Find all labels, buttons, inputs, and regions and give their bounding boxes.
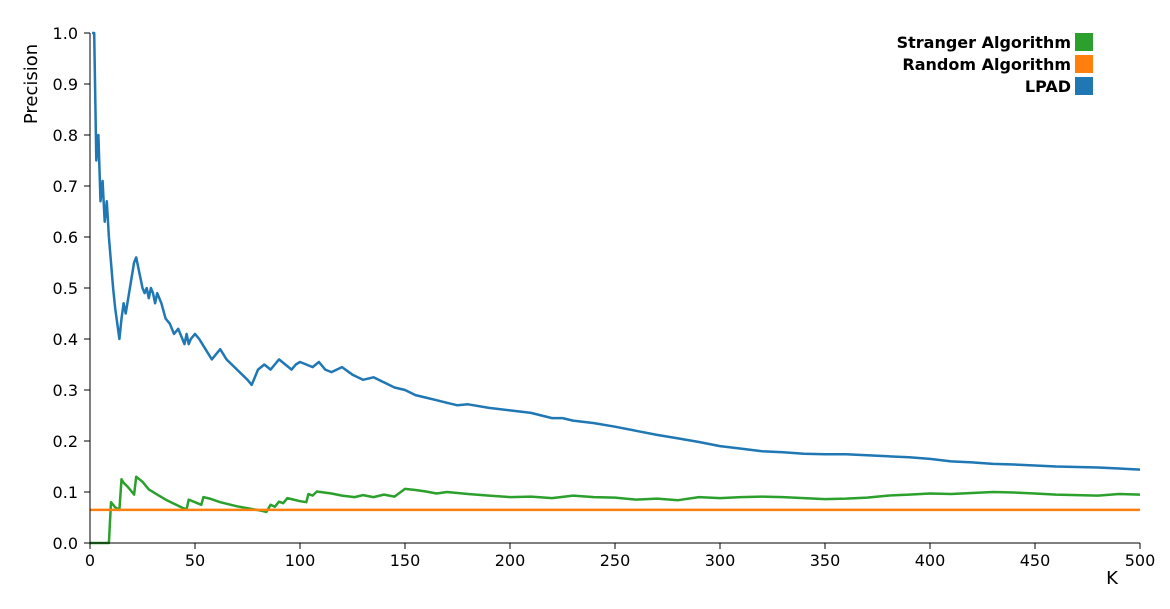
legend-label-1: Random Algorithm — [902, 55, 1071, 74]
legend-label-0: Stranger Algorithm — [897, 33, 1071, 52]
y-tick-label: 0.2 — [53, 432, 78, 451]
y-tick-label: 0.5 — [53, 279, 78, 298]
y-tick-label: 0.7 — [53, 177, 78, 196]
y-tick-label: 0.1 — [53, 483, 78, 502]
legend-label-2: LPAD — [1025, 77, 1071, 96]
y-axis-label: Precision — [21, 44, 42, 124]
y-tick-label: 0.6 — [53, 228, 78, 247]
y-tick-label: 0.8 — [53, 126, 78, 145]
y-tick-label: 0.4 — [53, 330, 78, 349]
legend: Stranger Algorithm Random Algorithm LPAD — [897, 33, 1093, 96]
x-tick-label: 50 — [185, 551, 205, 570]
legend-swatch-0 — [1075, 33, 1093, 51]
legend-swatch-1 — [1075, 55, 1093, 73]
x-tick-label: 300 — [705, 551, 736, 570]
y-tick-label: 0.3 — [53, 381, 78, 400]
x-axis: 0 50 100 150 200 250 300 350 400 450 500 — [85, 542, 1156, 570]
x-tick-label: 150 — [390, 551, 421, 570]
series-line-2 — [92, 31, 1141, 471]
legend-swatch-2 — [1075, 77, 1093, 95]
x-tick-label: 100 — [285, 551, 316, 570]
x-tick-label: 0 — [85, 551, 95, 570]
x-tick-label: 250 — [600, 551, 631, 570]
y-tick-label: 1.0 — [53, 24, 78, 43]
x-tick-label: 450 — [1020, 551, 1051, 570]
y-axis: 0.0 0.1 0.2 0.3 0.4 0.5 0.6 0.7 0.8 0.9 1.0 — [53, 24, 91, 553]
series-line-0 — [90, 475, 1141, 545]
y-tick-label: 0.0 — [53, 534, 78, 553]
x-tick-label: 200 — [495, 551, 526, 570]
x-axis-label: K — [1106, 568, 1119, 589]
x-tick-label: 500 — [1125, 551, 1156, 570]
x-tick-label: 350 — [810, 551, 841, 570]
plot-area — [90, 31, 1141, 545]
y-tick-label: 0.9 — [53, 75, 78, 94]
x-tick-label: 400 — [915, 551, 946, 570]
